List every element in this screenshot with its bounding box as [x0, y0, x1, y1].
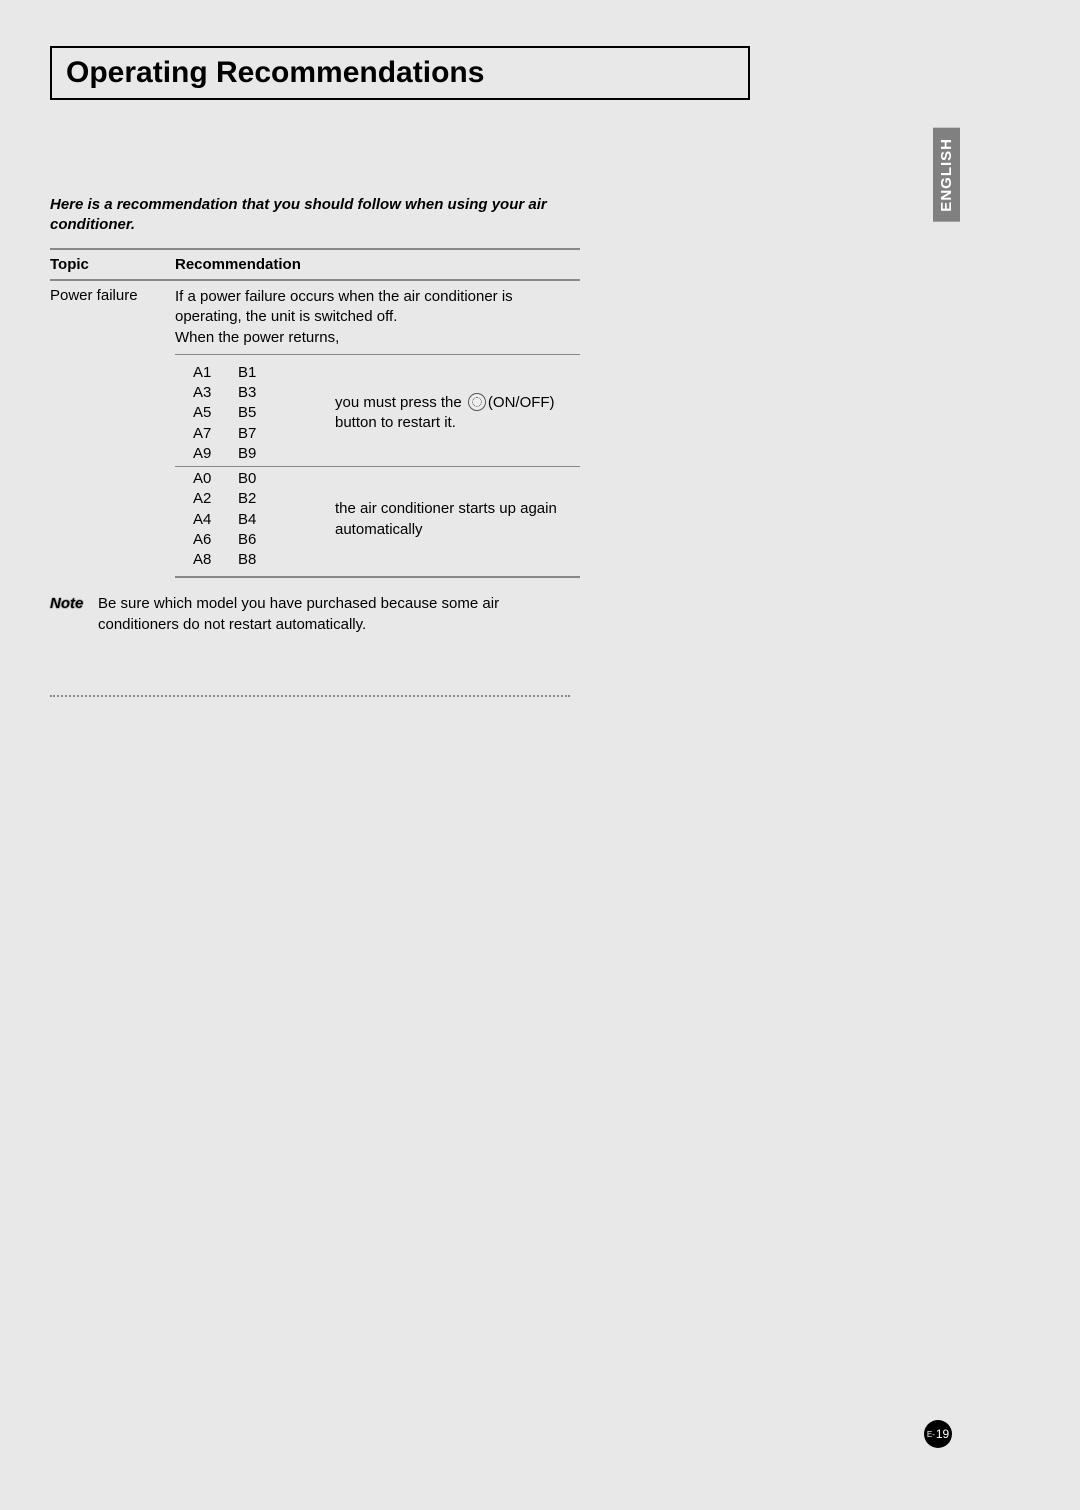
intro-text: Here is a recommendation that you should…: [50, 195, 580, 234]
rec-intro: If a power failure occurs when the air c…: [175, 287, 580, 355]
content-area: Here is a recommendation that you should…: [50, 195, 580, 697]
note-row: Note Be sure which model you have purcha…: [50, 594, 580, 635]
group2-codes: A0B0A2B2A4B4A6B6A8B8: [175, 467, 335, 578]
page-prefix: E-: [927, 1430, 935, 1439]
codes-table: A1B1A3B3A5B5A7B7A9B9 you must press the …: [175, 361, 580, 579]
group1-desc: you must press the (ON/OFF) button to re…: [335, 361, 580, 467]
power-icon: [468, 393, 486, 411]
topic-cell: Power failure: [50, 280, 175, 584]
recommendation-table: Topic Recommendation Power failure If a …: [50, 248, 580, 584]
language-tab: ENGLISH: [933, 128, 960, 222]
header-recommendation: Recommendation: [175, 249, 580, 280]
note-label: Note: [50, 594, 98, 635]
title-box: Operating Recommendations: [50, 46, 750, 100]
header-topic: Topic: [50, 249, 175, 280]
group2-desc: the air conditioner starts up again auto…: [335, 467, 580, 578]
section-divider: [50, 695, 570, 697]
recommendation-cell: If a power failure occurs when the air c…: [175, 280, 580, 584]
page-title: Operating Recommendations: [66, 56, 734, 90]
note-text: Be sure which model you have purchased b…: [98, 594, 580, 635]
page-num-value: 19: [936, 1427, 949, 1441]
group1-codes: A1B1A3B3A5B5A7B7A9B9: [175, 361, 335, 467]
page-number-badge: E-19: [924, 1420, 952, 1448]
